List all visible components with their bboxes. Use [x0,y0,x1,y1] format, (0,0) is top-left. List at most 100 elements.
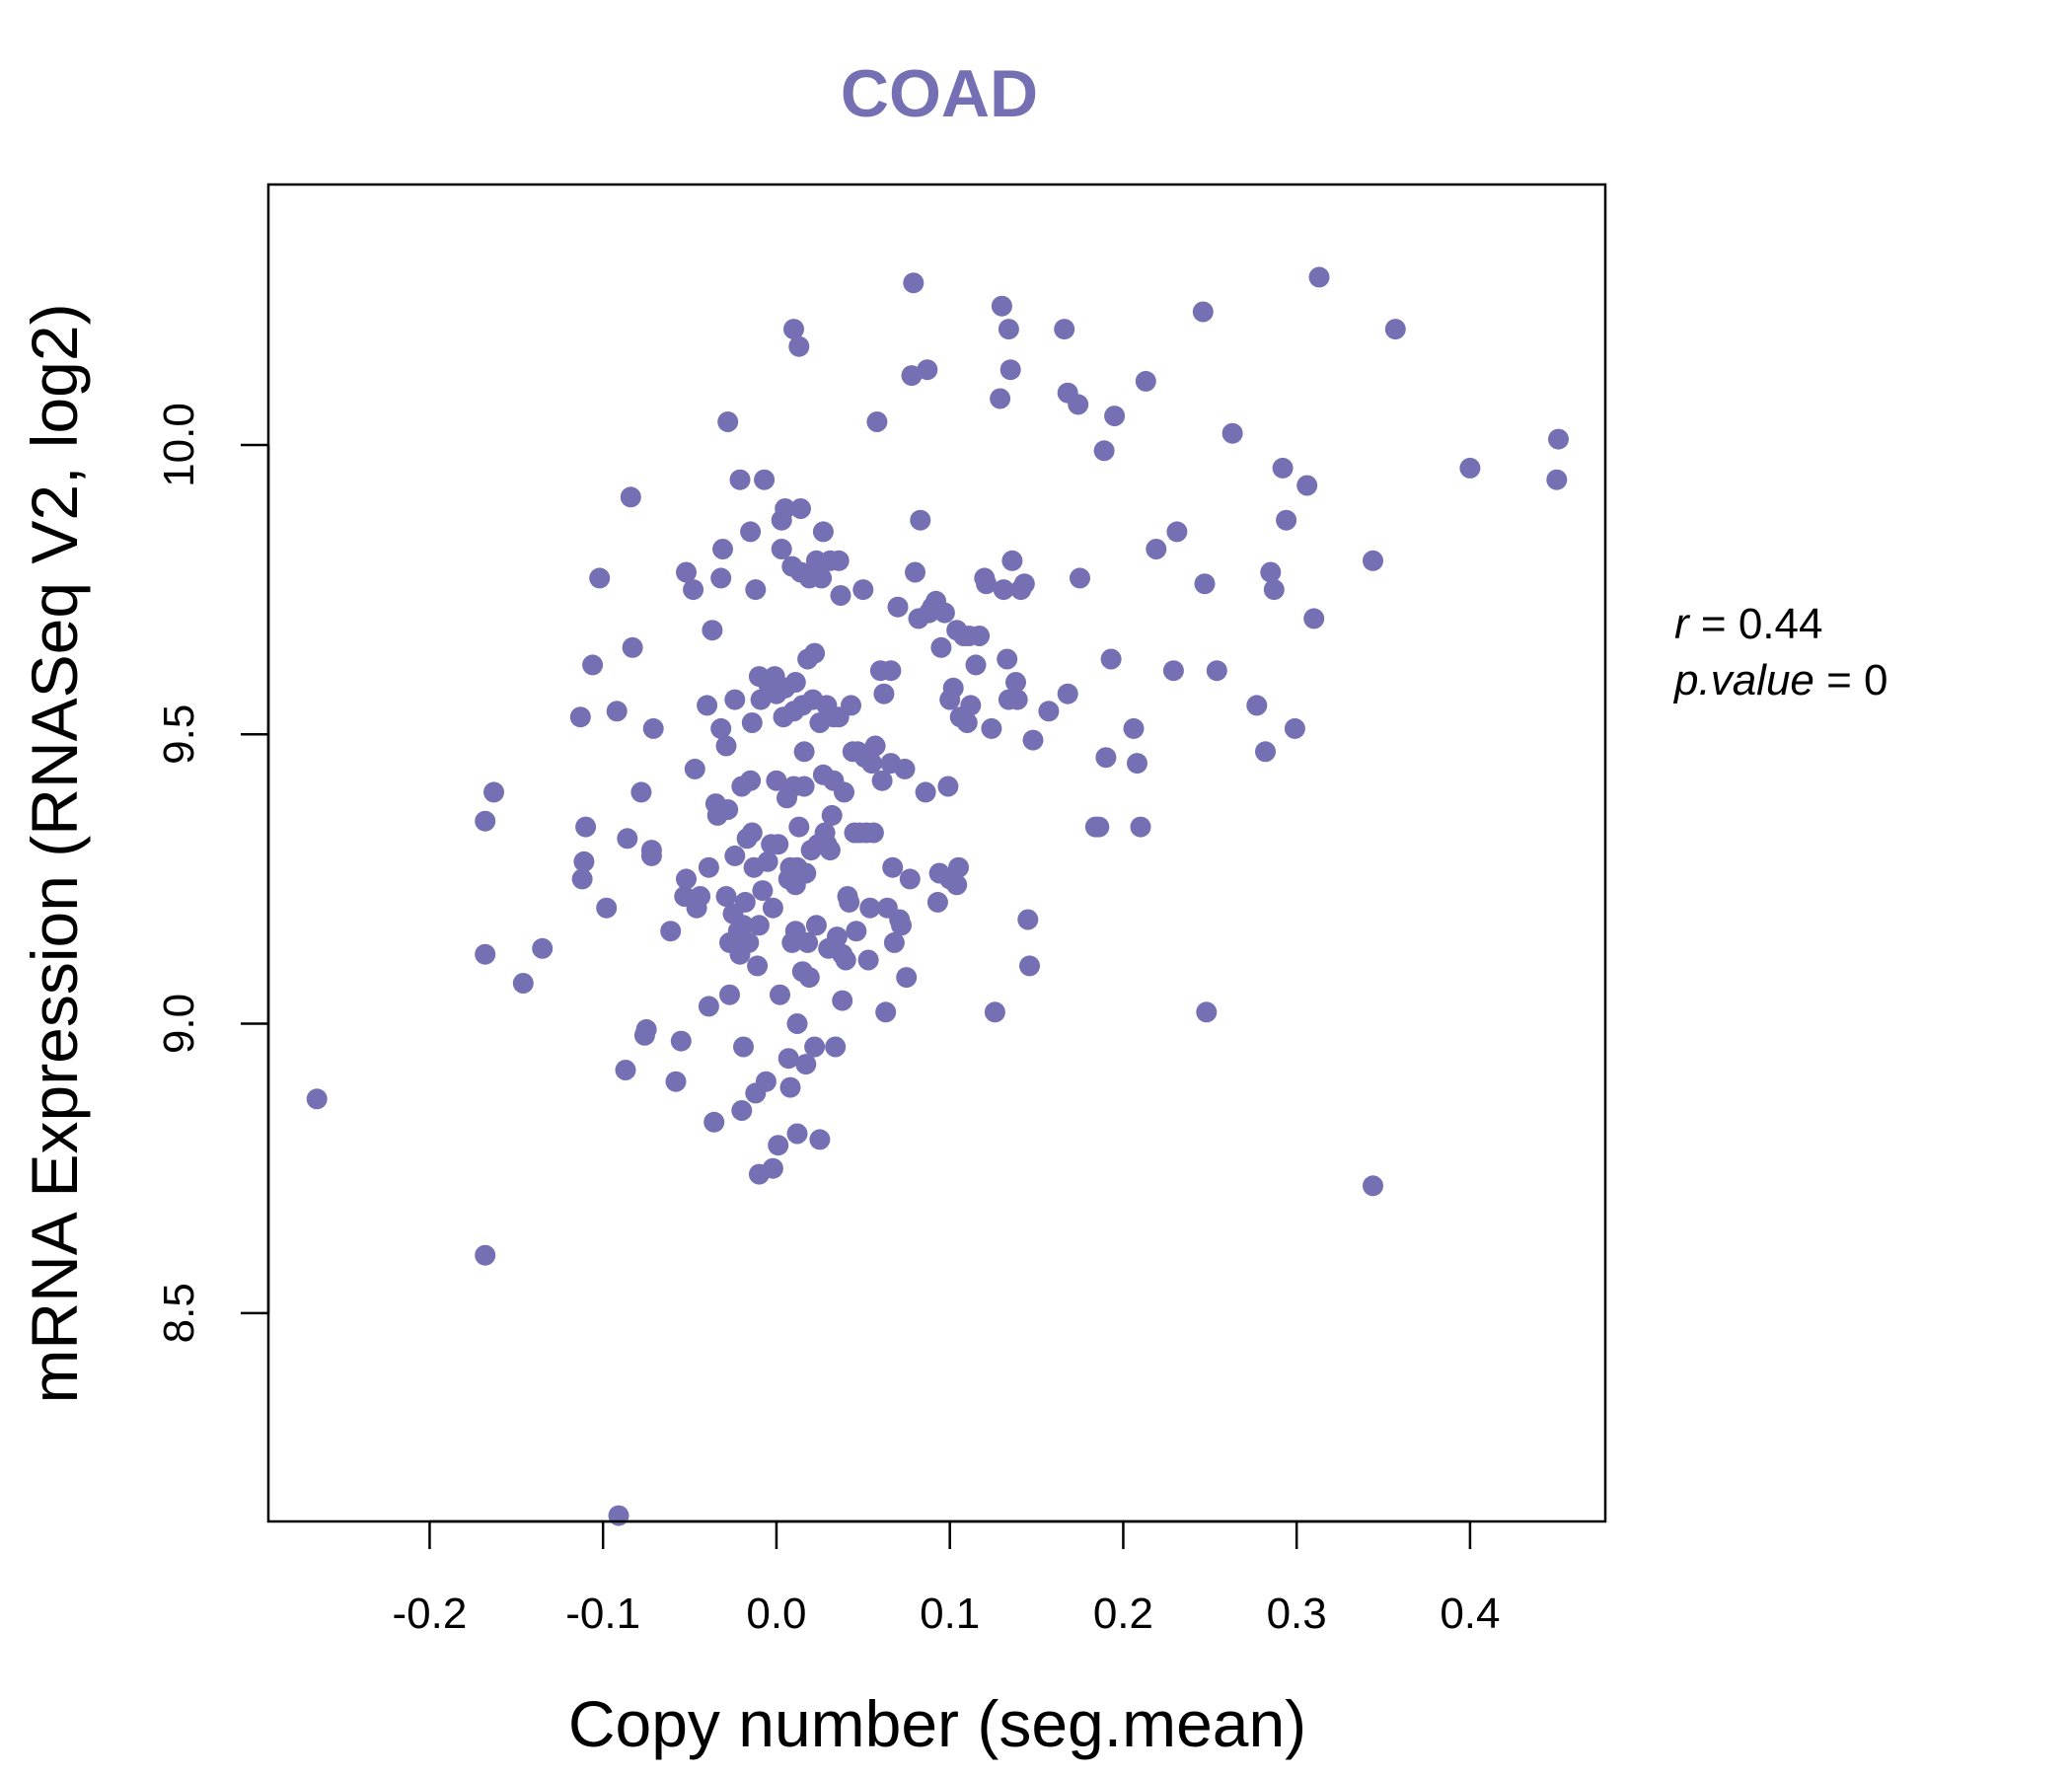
data-point [766,770,787,791]
data-point [1192,301,1214,323]
data-point [899,868,921,890]
data-point [1057,683,1078,704]
data-point [754,469,776,490]
data-point [622,636,643,658]
data-point [606,701,628,722]
data-point [1070,567,1090,589]
data-point [1221,422,1243,444]
data-point [1363,550,1383,571]
data-point [834,781,854,803]
data-point [1038,701,1060,722]
data-point [779,1076,801,1098]
x-tick-label: 0.2 [1093,1590,1153,1638]
data-point [1093,440,1115,462]
data-point [762,897,783,919]
data-point [841,695,861,716]
data-point [1019,955,1040,977]
data-point [997,648,1018,670]
data-point [1194,573,1216,595]
data-point [731,1100,753,1121]
data-point [797,931,819,953]
data-point [729,469,751,490]
data-point [866,411,888,432]
x-axis: -0.2 -0.1 0.0 0.1 0.2 0.3 0.4 [393,1519,1501,1638]
data-point [790,498,811,519]
data-point [788,816,810,838]
svg-text:p.value = 0: p.value = 0 [1672,656,1888,704]
data-point [857,949,879,971]
data-point [795,862,817,884]
data-point [770,984,790,1005]
data-point [784,672,806,693]
data-point [1196,1001,1218,1023]
data-point [875,1001,897,1023]
data-point [762,1157,783,1179]
data-point [512,973,534,994]
data-point [715,886,737,907]
data-point [1276,509,1297,531]
plot-frame [266,183,1607,1523]
data-point [883,931,905,953]
data-point [771,539,792,559]
data-point [839,891,860,913]
data-point [665,1071,687,1092]
data-point [1296,475,1318,496]
data-point [990,388,1011,409]
data-point [306,1088,328,1110]
data-point [873,683,895,704]
data-point [1303,608,1325,629]
points-layer [306,266,1569,1526]
data-point [589,567,611,589]
x-axis-title: Copy number (seg.mean) [568,1687,1306,1760]
data-point [740,521,762,543]
data-point [1162,660,1184,682]
data-point [1123,717,1145,739]
data-point [676,868,697,890]
data-point [697,695,718,716]
data-point [937,776,959,797]
data-point [724,845,746,866]
data-point [741,712,763,733]
data-point [755,1071,777,1092]
data-point [569,706,591,728]
data-point [901,365,923,387]
r-label: r [1674,600,1691,648]
data-point [835,949,856,971]
data-point [768,834,789,855]
data-point [887,596,909,618]
data-point [573,851,595,872]
data-point [811,567,833,589]
data-point [1127,753,1147,775]
data-point [891,915,912,936]
data-point [702,620,723,641]
data-point [683,579,704,601]
data-point [960,695,982,716]
data-point [738,931,760,953]
data-point [956,712,978,733]
data-point [998,319,1019,340]
data-point [805,915,827,936]
data-point [733,915,754,936]
data-point [703,1111,725,1133]
data-point [864,735,886,757]
data-point [859,897,881,919]
r-value: 0.44 [1739,600,1823,648]
data-point [812,521,834,543]
data-point [852,579,874,601]
data-point [1272,457,1294,479]
data-point [1100,648,1122,670]
data-point [1068,394,1089,415]
svg-text:r = 0.44: r = 0.44 [1674,600,1822,648]
data-point [698,996,719,1017]
data-point [926,891,948,913]
data-point [846,921,867,942]
data-point [642,717,664,739]
data-point [630,781,652,803]
data-point [1088,816,1110,838]
data-point [475,810,496,832]
data-point [676,561,697,583]
x-tick-label: 0.0 [746,1590,806,1638]
data-point [777,1048,799,1070]
data-point [615,1060,636,1080]
data-point [775,498,796,519]
